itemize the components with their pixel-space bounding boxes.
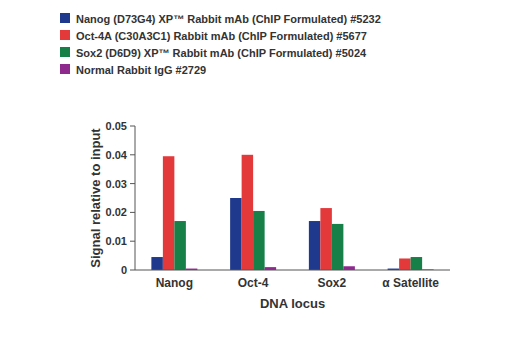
bar [309, 221, 321, 270]
legend-swatch [60, 30, 70, 40]
y-tick [130, 183, 135, 184]
x-tick-label: Sox2 [318, 276, 347, 290]
legend-swatch [60, 13, 70, 23]
y-tick [130, 154, 135, 155]
bar [163, 156, 175, 270]
bar [399, 258, 411, 270]
bar [320, 208, 332, 270]
x-axis [135, 270, 450, 271]
x-tick-label: Nanog [156, 276, 193, 290]
y-tick-label: 0.04 [106, 149, 128, 161]
bar [242, 155, 254, 270]
y-tick [130, 212, 135, 213]
bar [174, 221, 186, 270]
x-axis-title: DNA locus [260, 296, 325, 311]
y-tick-label: 0.01 [106, 235, 127, 247]
legend-swatch [60, 64, 70, 74]
x-tick-label: α Satellite [382, 276, 439, 290]
y-tick [130, 241, 135, 242]
y-axis [135, 126, 136, 270]
chart: Nanog (D73G4) XP™ Rabbit mAb (ChIP Formu… [0, 0, 520, 350]
y-tick-label: 0.03 [106, 178, 127, 190]
legend-label: Oct-4A (C30A3C1) Rabbit mAb (ChIP Formul… [76, 30, 367, 42]
y-tick [130, 126, 135, 127]
y-tick-label: 0.02 [106, 206, 127, 218]
y-tick-label: 0 [121, 264, 127, 276]
bar [411, 257, 423, 270]
bars [151, 155, 433, 270]
x-tick-label: Oct-4 [238, 276, 269, 290]
bar [343, 266, 355, 270]
bar [151, 257, 163, 270]
legend-label: Normal Rabbit IgG #2729 [76, 64, 206, 76]
y-axis-title: Signal relative to input [88, 128, 103, 268]
y-tick [130, 270, 135, 271]
bar [332, 224, 344, 270]
y-tick-label: 0.05 [106, 120, 127, 132]
legend-label: Sox2 (D6D9) XP™ Rabbit mAb (ChIP Formula… [76, 47, 367, 59]
bar [253, 211, 265, 270]
legend-label: Nanog (D73G4) XP™ Rabbit mAb (ChIP Formu… [76, 13, 381, 25]
bar [230, 198, 242, 270]
legend-swatch [60, 47, 70, 57]
